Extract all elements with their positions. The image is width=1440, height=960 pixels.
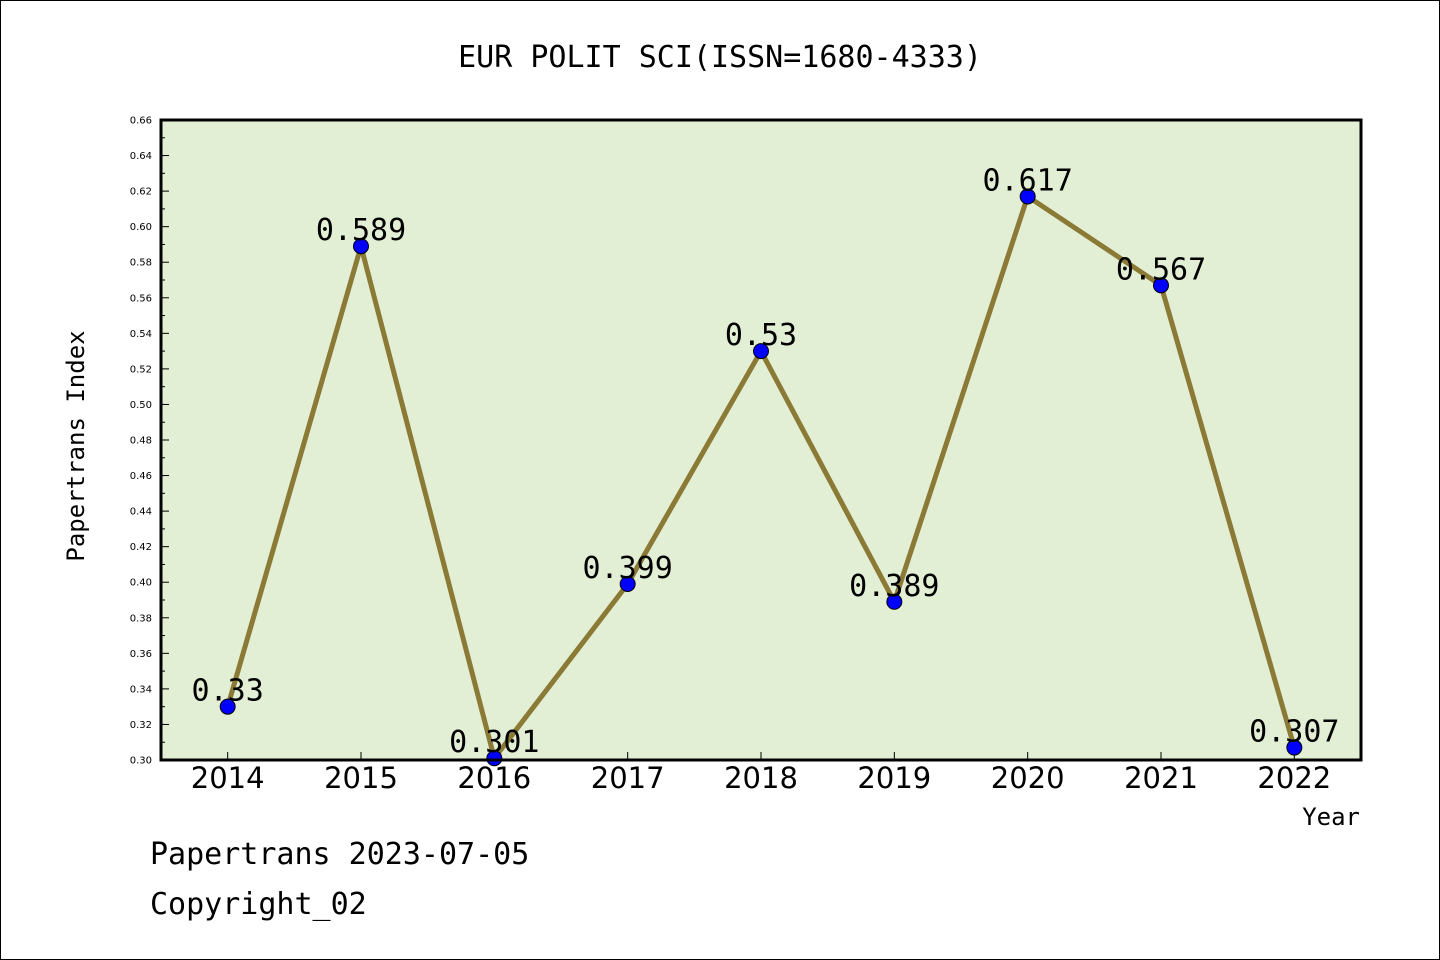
y-tick-label: 0.60: [130, 222, 152, 233]
data-markers: [219, 188, 1303, 767]
y-tick-label: 0.48: [130, 436, 152, 447]
x-tick-label: 2018: [724, 761, 798, 795]
y-tick-label: 0.56: [130, 293, 152, 304]
x-tick-label: 2022: [1257, 761, 1331, 795]
data-label: 0.301: [449, 725, 539, 760]
x-tick-label: 2019: [857, 761, 931, 795]
data-point: [1286, 739, 1303, 756]
y-tick-label: 0.52: [130, 364, 152, 375]
data-point: [1019, 188, 1036, 205]
chart-title: EUR POLIT SCI(ISSN=1680-4333): [458, 40, 982, 75]
data-point: [753, 343, 769, 360]
data-label: 0.33: [192, 674, 264, 709]
x-tick-label: 2021: [1124, 761, 1198, 795]
plot-area: [161, 120, 1361, 760]
x-tick-label: 2020: [991, 761, 1065, 795]
y-tick-label: 0.64: [130, 151, 152, 162]
data-label: 0.567: [1116, 252, 1206, 287]
y-tick-label: 0.44: [130, 507, 152, 518]
data-point: [886, 593, 903, 610]
data-labels: 0.33 0.589 0.301 0.399 0.53 0.389 0.617 0.567 0.…: [192, 163, 1340, 760]
y-tick-label: 0.38: [130, 613, 152, 624]
data-label: 0.53: [725, 318, 797, 353]
data-label: 0.589: [316, 213, 406, 248]
data-point: [1153, 277, 1169, 294]
data-label: 0.399: [583, 551, 673, 586]
y-tick-label: 0.54: [130, 329, 152, 340]
data-point: [486, 750, 503, 767]
x-tick-label: 2015: [324, 761, 398, 795]
plot-border: [159, 118, 1363, 762]
y-tick-label: 0.40: [130, 578, 152, 589]
y-tick-label: 0.46: [130, 471, 152, 482]
y-tick-label: 0.58: [130, 258, 152, 269]
y-tick-label: 0.66: [130, 116, 152, 127]
data-label: 0.617: [983, 163, 1073, 198]
x-axis-ticks: 2014 2015 2016 2017 2018 2019 2020 2021 2022: [191, 752, 1331, 795]
data-label: 0.307: [1249, 715, 1339, 750]
y-tick-label: 0.34: [130, 684, 152, 695]
y-axis-ticks: 0.30 0.32 0.34 0.36 0.38 0.40 0.42 0.44 0.46 0.48…: [130, 116, 169, 767]
y-tick-label: 0.42: [130, 542, 152, 553]
data-label: 0.389: [849, 569, 939, 604]
y-tick-label: 0.50: [130, 400, 152, 411]
y-tick-label: 0.30: [130, 756, 152, 767]
data-point: [619, 576, 636, 592]
footer-date: Papertrans 2023-07-05: [150, 837, 529, 872]
y-axis-label: Papertrans Index: [62, 330, 90, 561]
y-tick-label: 0.36: [130, 649, 152, 660]
y-tick-label: 0.62: [130, 187, 152, 198]
data-point: [219, 698, 236, 715]
x-tick-label: 2014: [191, 761, 265, 795]
y-tick-label: 0.32: [130, 720, 152, 731]
x-axis-label: Year: [1302, 803, 1360, 831]
x-tick-label: 2017: [591, 761, 665, 795]
data-point: [353, 238, 369, 255]
x-tick-label: 2016: [457, 761, 531, 795]
footer-copyright: Copyright_02: [150, 887, 367, 922]
